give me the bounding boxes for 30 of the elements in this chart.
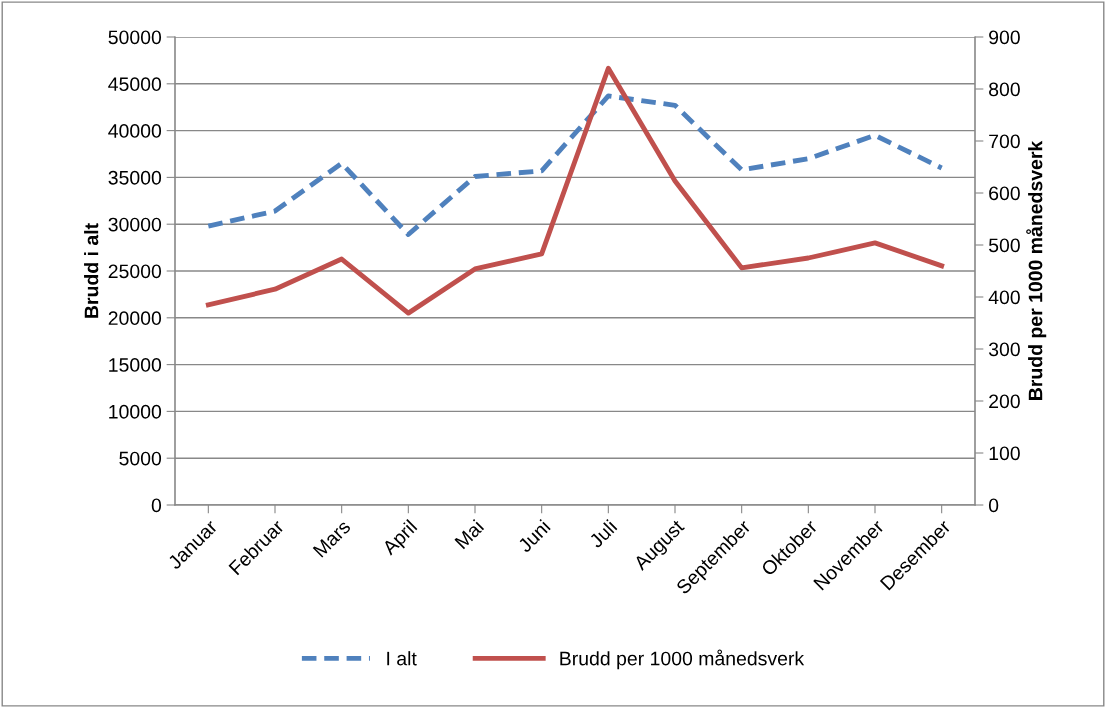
y2-tick-label: 200 — [989, 394, 1020, 409]
y-tick-label: 5000 — [119, 451, 162, 466]
x-tick-label: Mai — [453, 519, 485, 550]
x-tick-label: Juni — [516, 519, 551, 554]
y2-tick-label: 400 — [988, 290, 1020, 305]
y2-tick-label: 500 — [988, 238, 1020, 253]
y2-tick-label: 900 — [989, 30, 1020, 45]
y2-tick-label: 0 — [988, 498, 999, 513]
y-tick-label: 15000 — [109, 358, 162, 372]
y-tick-label: 50000 — [108, 30, 162, 45]
line-series — [205, 65, 945, 316]
y-tick-label: 45000 — [108, 77, 162, 92]
y-tick-label: 25000 — [108, 264, 162, 279]
line-series — [205, 93, 945, 237]
y2-tick-label: 300 — [988, 342, 1020, 357]
y2-tick-label: 800 — [989, 82, 1020, 97]
y2-tick-label: 700 — [989, 134, 1020, 149]
y-tick-label: 40000 — [108, 124, 162, 138]
legend-label: Brudd per 1000 månedsverk — [560, 649, 805, 670]
y2-axis-title: Brudd per 1000 månedsverk — [1026, 140, 1047, 400]
y-tick-label: 0 — [151, 498, 162, 513]
y2-tick-label: 100 — [989, 446, 1020, 461]
y-tick-label: 35000 — [108, 170, 162, 185]
y2-tick-label: 600 — [989, 186, 1020, 201]
y-tick-label: 30000 — [108, 217, 162, 232]
x-tick-label: Juli — [587, 519, 618, 549]
legend-label: I alt — [387, 651, 417, 666]
y-tick-label: 10000 — [109, 404, 162, 419]
y-axis-title: Brudd i alt — [84, 223, 99, 318]
y-tick-label: 20000 — [108, 311, 162, 326]
